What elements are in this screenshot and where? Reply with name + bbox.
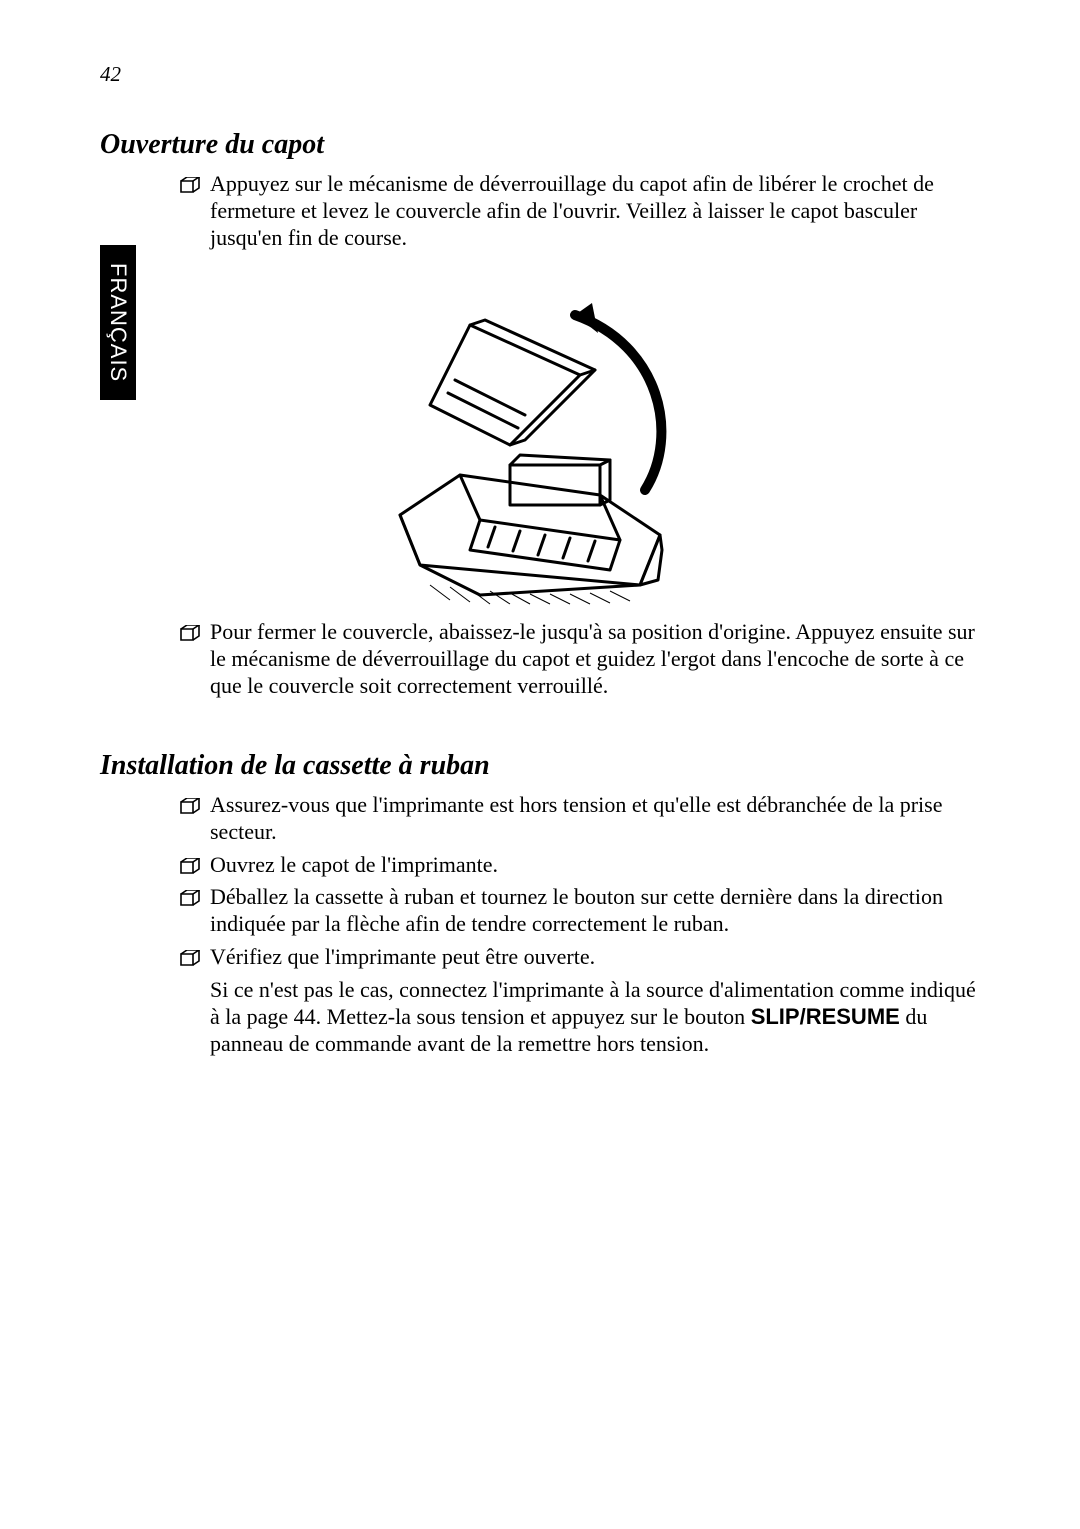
list-item: Ouvrez le capot de l'imprimante. <box>180 852 980 879</box>
checkbox-icon <box>180 890 200 906</box>
section-title: Installation de la cassette à ruban <box>100 750 980 782</box>
list-item: Vérifiez que l'imprimante peut être ouve… <box>180 944 980 971</box>
printer-diagram-icon <box>360 265 720 605</box>
note-paragraph: Si ce n'est pas le cas, connectez l'impr… <box>210 977 980 1057</box>
section-installation: Installation de la cassette à ruban Assu… <box>100 750 980 1057</box>
checkbox-icon <box>180 177 200 193</box>
language-tab: FRANÇAIS <box>100 245 136 400</box>
item-text: Pour fermer le couvercle, abaissez-le ju… <box>210 619 980 699</box>
list-item: Appuyez sur le mécanisme de déverrouilla… <box>180 171 980 251</box>
figure <box>100 265 980 605</box>
checkbox-icon <box>180 950 200 966</box>
manual-page: 42 FRANÇAIS Ouverture du capot Appuyez s… <box>0 0 1080 1529</box>
list-item: Pour fermer le couvercle, abaissez-le ju… <box>180 619 980 699</box>
item-text: Ouvrez le capot de l'imprimante. <box>210 852 498 879</box>
item-text: Assurez-vous que l'imprimante est hors t… <box>210 792 980 846</box>
checkbox-icon <box>180 858 200 874</box>
section-title: Ouverture du capot <box>100 129 980 161</box>
page-number: 42 <box>100 62 980 87</box>
note-bold: SLIP/RESUME <box>751 1004 900 1029</box>
section-ouverture: Ouverture du capot Appuyez sur le mécani… <box>100 129 980 700</box>
item-text: Vérifiez que l'imprimante peut être ouve… <box>210 944 595 971</box>
list-item: Assurez-vous que l'imprimante est hors t… <box>180 792 980 846</box>
item-text: Appuyez sur le mécanisme de déverrouilla… <box>210 171 980 251</box>
checkbox-icon <box>180 798 200 814</box>
list-item: Déballez la cassette à ruban et tournez … <box>180 884 980 938</box>
item-text: Déballez la cassette à ruban et tournez … <box>210 884 980 938</box>
checkbox-icon <box>180 625 200 641</box>
